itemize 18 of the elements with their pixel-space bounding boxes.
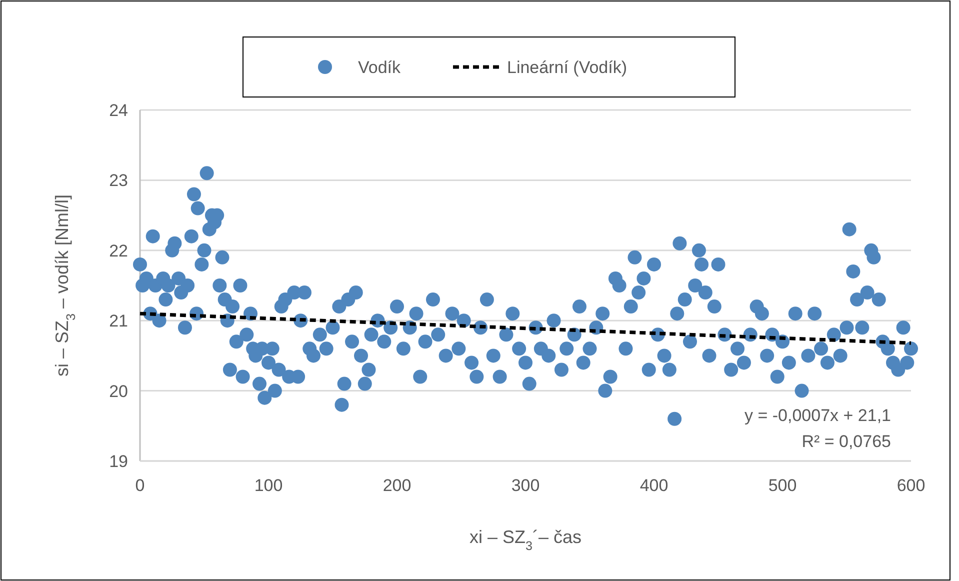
y-tick-label: 19 (109, 452, 128, 471)
y-tick-label: 23 (109, 171, 128, 190)
x-tick-label: 500 (768, 476, 797, 495)
x-tick-label: 200 (382, 476, 412, 495)
y-tick-label: 20 (109, 382, 128, 401)
y-tick-label: 21 (109, 312, 128, 331)
y-tick-label: 22 (109, 241, 128, 260)
x-tick-label: 300 (511, 476, 540, 495)
x-axis-title: xi – SZ$_{3}$´– čas (469, 527, 582, 553)
legend-label: Vodík (358, 58, 402, 77)
legend-label: Lineární (Vodík) (507, 58, 628, 77)
y-tick-label: 24 (109, 100, 128, 120)
x-tick-label: 0 (135, 476, 145, 495)
annotation: y = -0,0007x + 21,1 (744, 406, 891, 425)
x-tick-label: 100 (254, 476, 283, 495)
x-tick-label: 600 (896, 476, 926, 495)
annotation: R² = 0,0765 (802, 432, 891, 451)
x-tick-label: 400 (640, 476, 668, 495)
